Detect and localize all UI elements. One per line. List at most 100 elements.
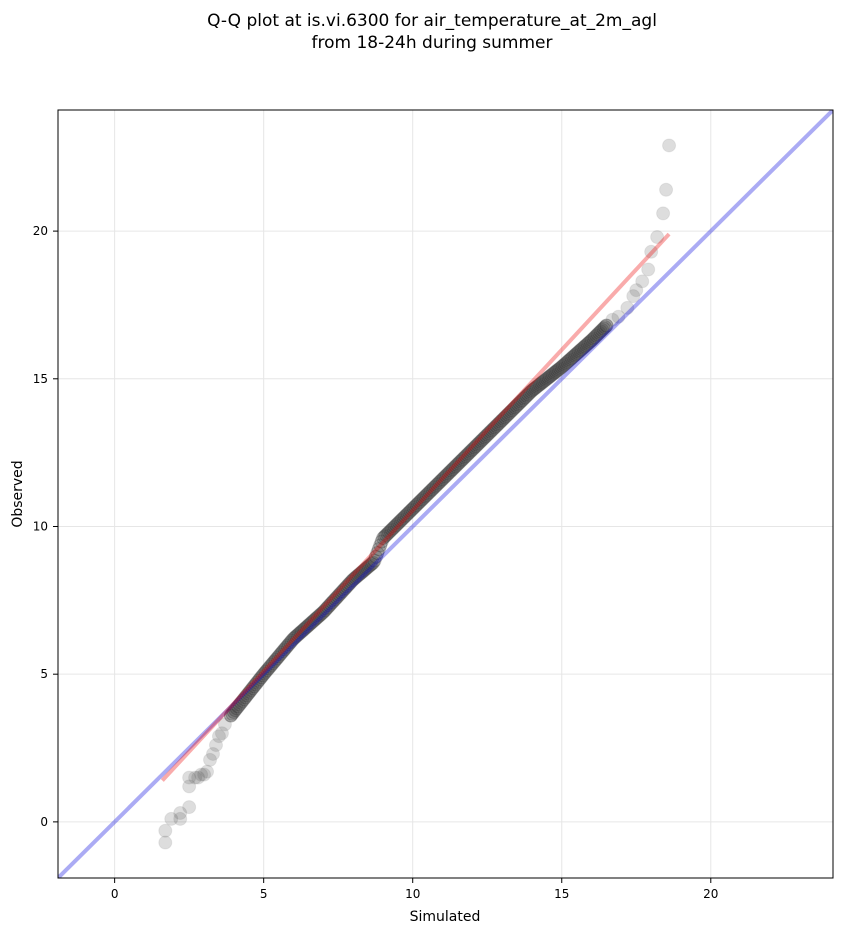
data-point (271, 649, 286, 664)
data-point (352, 566, 367, 581)
data-point (492, 416, 507, 431)
data-point (423, 483, 438, 498)
data-point (526, 382, 541, 397)
data-point (270, 650, 285, 665)
y-tick-label: 0 (40, 815, 48, 829)
data-point (659, 182, 674, 197)
data-point (280, 638, 295, 653)
data-point (511, 397, 526, 412)
data-point (323, 596, 338, 611)
data-point (203, 752, 218, 767)
data-point (254, 670, 269, 685)
data-point (258, 664, 273, 679)
data-point (466, 441, 481, 456)
data-point (413, 493, 428, 508)
data-point (599, 318, 614, 333)
data-point (328, 592, 343, 607)
data-point (445, 462, 460, 477)
chart-title-line1: Q-Q plot at is.vi.6300 for air_temperatu… (207, 11, 657, 31)
data-point (182, 800, 197, 815)
data-point (503, 404, 518, 419)
data-point (208, 738, 223, 753)
data-points (158, 138, 677, 850)
data-point (408, 499, 423, 514)
data-point (499, 408, 514, 423)
data-point (432, 475, 447, 490)
data-point (473, 434, 488, 449)
plot-frame (57, 109, 834, 879)
data-point (493, 414, 508, 429)
data-point (580, 336, 595, 351)
data-point (357, 563, 372, 578)
fit-line (160, 232, 671, 782)
data-point (402, 505, 417, 520)
data-point (206, 746, 220, 761)
data-point (448, 459, 463, 474)
data-point (223, 708, 238, 723)
data-point (468, 439, 483, 454)
data-point (495, 413, 510, 428)
data-point (360, 560, 375, 575)
data-point (312, 608, 327, 623)
data-point (573, 343, 588, 358)
data-point (620, 300, 635, 315)
data-point (252, 671, 267, 686)
data-point (509, 398, 524, 413)
data-point (583, 334, 598, 349)
data-point (381, 525, 396, 540)
data-point (415, 492, 430, 507)
y-axis-ticks: 0 5 10 15 20 (33, 224, 58, 829)
data-point (370, 545, 385, 560)
data-point (158, 835, 173, 850)
data-point (274, 645, 289, 660)
data-point (525, 383, 540, 398)
data-point (223, 708, 238, 723)
data-point (341, 577, 356, 592)
data-point (290, 628, 305, 643)
data-point (173, 806, 188, 821)
data-point (300, 619, 315, 634)
data-point (276, 644, 291, 659)
data-point (322, 598, 337, 613)
data-point (577, 339, 592, 354)
data-point (410, 496, 425, 511)
data-point (384, 522, 399, 537)
data-point (555, 358, 570, 373)
data-point (598, 320, 613, 335)
data-point (289, 629, 304, 644)
data-point (334, 585, 349, 600)
data-point (477, 430, 492, 445)
data-point (574, 342, 589, 357)
data-point (471, 436, 486, 451)
data-point (470, 437, 485, 452)
data-point (596, 321, 611, 336)
data-point (265, 656, 280, 671)
data-point (231, 699, 246, 714)
data-point (394, 512, 409, 527)
data-point (557, 357, 572, 372)
x-tick-label: 15 (554, 887, 569, 901)
data-point (342, 576, 357, 591)
data-point (570, 345, 585, 360)
data-point (257, 666, 272, 681)
data-point (431, 476, 446, 491)
data-point (182, 770, 197, 785)
data-point (548, 364, 563, 379)
data-point (553, 361, 568, 376)
data-point (255, 668, 270, 683)
data-point (194, 767, 209, 782)
data-point (229, 701, 244, 716)
data-point (489, 418, 504, 433)
data-point (297, 621, 312, 636)
data-point (551, 362, 566, 377)
data-point (437, 470, 452, 485)
x-tick-label: 20 (703, 887, 718, 901)
data-point (310, 609, 325, 624)
data-point (558, 356, 573, 371)
data-point (261, 661, 276, 676)
data-point (458, 449, 473, 464)
data-point (339, 579, 354, 594)
data-point (235, 693, 250, 708)
data-point (273, 647, 288, 662)
data-point (305, 615, 320, 630)
